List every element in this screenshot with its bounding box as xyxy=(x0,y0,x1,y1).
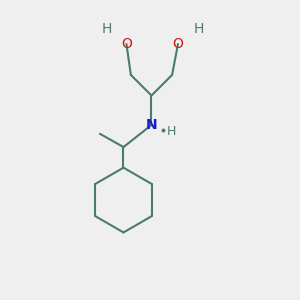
Text: H: H xyxy=(194,22,204,36)
Text: H: H xyxy=(102,22,112,36)
Text: O: O xyxy=(121,37,132,51)
Text: H: H xyxy=(167,125,176,138)
Text: N: N xyxy=(146,118,157,132)
Text: O: O xyxy=(172,37,183,51)
